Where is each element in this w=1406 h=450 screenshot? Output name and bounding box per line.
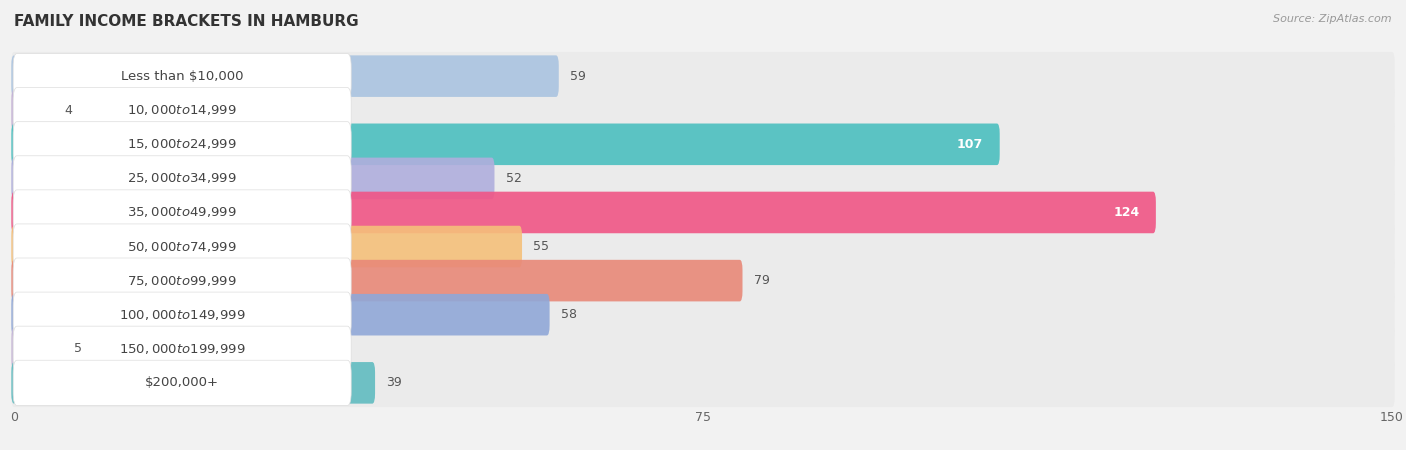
FancyBboxPatch shape xyxy=(11,256,1395,305)
FancyBboxPatch shape xyxy=(11,226,522,267)
Text: FAMILY INCOME BRACKETS IN HAMBURG: FAMILY INCOME BRACKETS IN HAMBURG xyxy=(14,14,359,28)
FancyBboxPatch shape xyxy=(13,156,352,201)
Text: $150,000 to $199,999: $150,000 to $199,999 xyxy=(120,342,246,356)
FancyBboxPatch shape xyxy=(11,192,1156,233)
FancyBboxPatch shape xyxy=(13,224,352,269)
FancyBboxPatch shape xyxy=(11,291,1395,339)
FancyBboxPatch shape xyxy=(11,158,495,199)
Text: $100,000 to $149,999: $100,000 to $149,999 xyxy=(120,308,246,322)
FancyBboxPatch shape xyxy=(13,54,352,99)
Text: 5: 5 xyxy=(73,342,82,355)
FancyBboxPatch shape xyxy=(11,359,1395,407)
Text: $35,000 to $49,999: $35,000 to $49,999 xyxy=(128,206,238,220)
Text: $25,000 to $34,999: $25,000 to $34,999 xyxy=(128,171,238,185)
FancyBboxPatch shape xyxy=(11,328,63,369)
FancyBboxPatch shape xyxy=(11,86,1395,135)
FancyBboxPatch shape xyxy=(11,222,1395,271)
FancyBboxPatch shape xyxy=(11,154,1395,202)
FancyBboxPatch shape xyxy=(13,258,352,303)
FancyBboxPatch shape xyxy=(11,260,742,302)
FancyBboxPatch shape xyxy=(11,55,558,97)
FancyBboxPatch shape xyxy=(11,123,1000,165)
Text: 59: 59 xyxy=(569,70,586,83)
Text: 107: 107 xyxy=(957,138,983,151)
Text: $75,000 to $99,999: $75,000 to $99,999 xyxy=(128,274,238,288)
FancyBboxPatch shape xyxy=(11,188,1395,237)
FancyBboxPatch shape xyxy=(13,190,352,235)
Text: 124: 124 xyxy=(1114,206,1139,219)
Text: Source: ZipAtlas.com: Source: ZipAtlas.com xyxy=(1274,14,1392,23)
FancyBboxPatch shape xyxy=(11,120,1395,168)
FancyBboxPatch shape xyxy=(13,88,352,133)
Text: Less than $10,000: Less than $10,000 xyxy=(121,70,243,83)
Text: $15,000 to $24,999: $15,000 to $24,999 xyxy=(128,137,238,151)
Text: 39: 39 xyxy=(387,376,402,389)
Text: 79: 79 xyxy=(754,274,769,287)
Text: $10,000 to $14,999: $10,000 to $14,999 xyxy=(128,103,238,117)
FancyBboxPatch shape xyxy=(11,52,1395,100)
Text: 58: 58 xyxy=(561,308,576,321)
FancyBboxPatch shape xyxy=(11,90,53,131)
FancyBboxPatch shape xyxy=(13,360,352,405)
Text: $50,000 to $74,999: $50,000 to $74,999 xyxy=(128,239,238,253)
FancyBboxPatch shape xyxy=(11,324,1395,373)
FancyBboxPatch shape xyxy=(13,326,352,371)
Text: 4: 4 xyxy=(65,104,73,117)
FancyBboxPatch shape xyxy=(11,294,550,336)
FancyBboxPatch shape xyxy=(11,362,375,404)
FancyBboxPatch shape xyxy=(13,122,352,167)
FancyBboxPatch shape xyxy=(13,292,352,338)
Text: $200,000+: $200,000+ xyxy=(145,376,219,389)
Text: 55: 55 xyxy=(533,240,550,253)
Text: 52: 52 xyxy=(506,172,522,185)
